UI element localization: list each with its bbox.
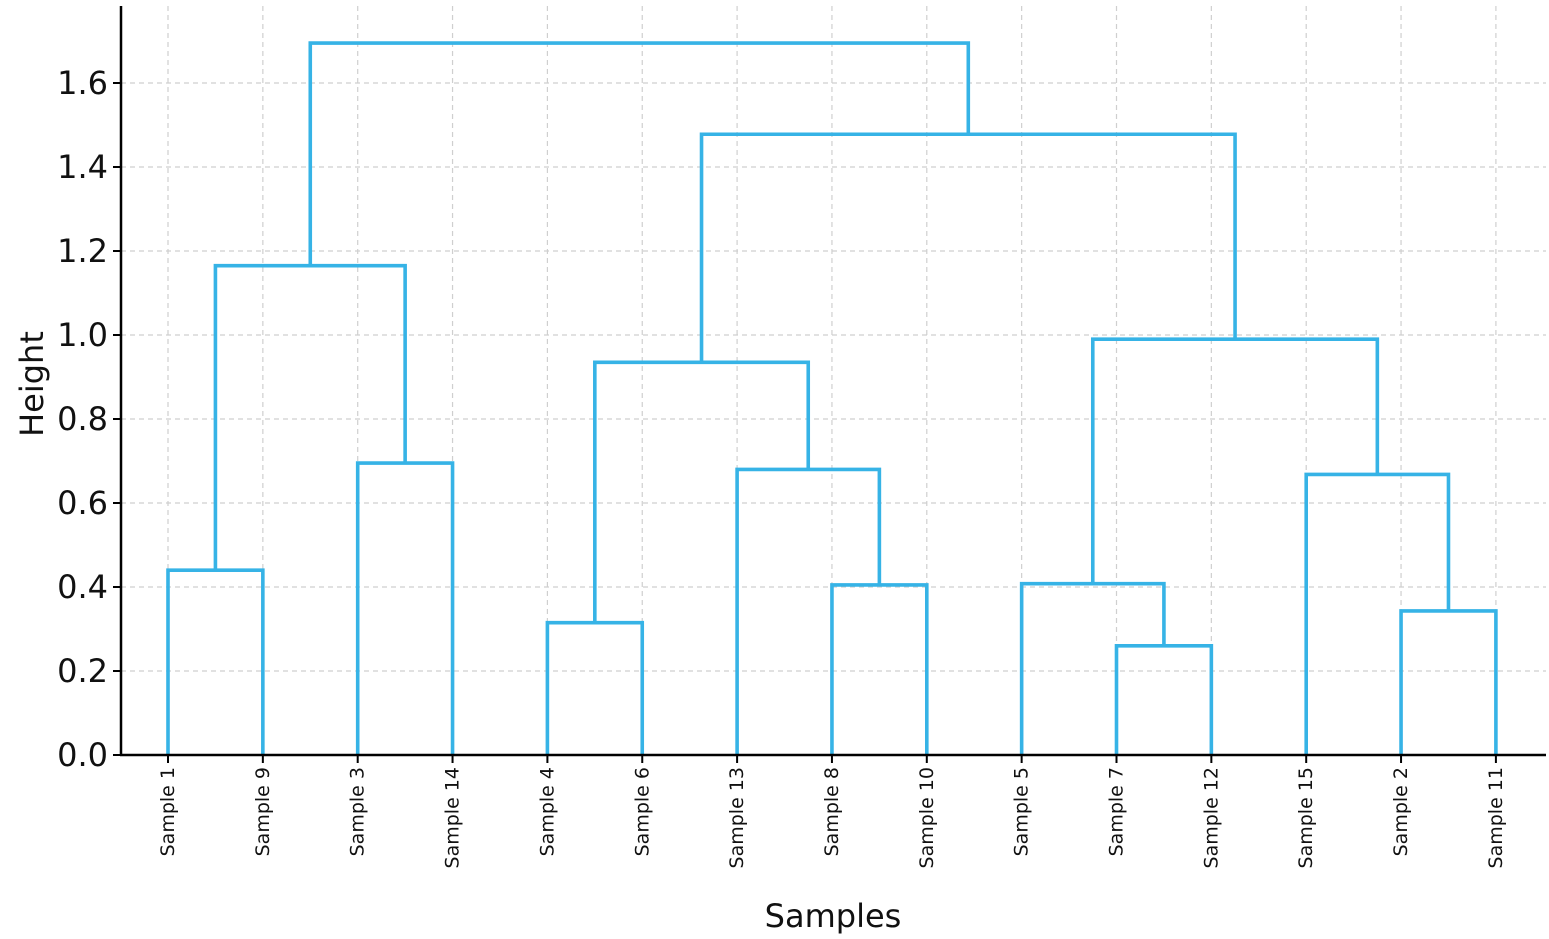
x-tick-label: Sample 6 bbox=[631, 767, 653, 856]
y-tick-label: 0.6 bbox=[57, 484, 108, 522]
dendrogram-link-m6 bbox=[735, 467, 882, 755]
x-tick-label: Sample 11 bbox=[1485, 767, 1507, 868]
dendrogram-link-m7 bbox=[593, 360, 811, 623]
x-tick-label: Sample 10 bbox=[916, 767, 938, 868]
dendrogram-link-m8 bbox=[1114, 644, 1214, 755]
y-axis-ticks: 0.0 0.2 0.4 0.6 0.8 1.0 1.2 1.4 1.6 bbox=[57, 64, 121, 774]
y-tick-label: 0.8 bbox=[57, 400, 108, 438]
y-tick-label: 0.0 bbox=[57, 736, 108, 774]
x-tick-label: Sample 9 bbox=[252, 767, 274, 856]
y-tick-label: 1.0 bbox=[57, 316, 108, 354]
dendrogram-link-m9 bbox=[1019, 581, 1166, 755]
dendrogram-link-m2 bbox=[355, 461, 455, 755]
y-tick-label: 1.6 bbox=[57, 64, 108, 102]
dendrogram-links bbox=[166, 41, 1498, 755]
dendrogram-link-m5 bbox=[830, 583, 929, 755]
dendrogram-link-m10 bbox=[1399, 609, 1498, 755]
x-tick-label: Sample 5 bbox=[1011, 767, 1033, 856]
x-tick-label: Sample 13 bbox=[726, 767, 748, 868]
y-tick-label: 0.2 bbox=[57, 652, 108, 690]
y-axis-title: Height bbox=[13, 331, 51, 437]
dendrogram-link-m11 bbox=[1304, 472, 1451, 755]
dendrogram-link-m14 bbox=[308, 41, 971, 266]
x-tick-label: Sample 7 bbox=[1106, 767, 1128, 856]
y-tick-label: 1.2 bbox=[57, 232, 108, 270]
y-tick-label: 0.4 bbox=[57, 568, 108, 606]
dendrogram-link-m1 bbox=[166, 568, 265, 755]
x-tick-label: Sample 1 bbox=[157, 767, 179, 856]
x-tick-label: Sample 3 bbox=[347, 767, 369, 856]
x-tick-label: Sample 14 bbox=[442, 767, 464, 868]
dendrogram-link-m4 bbox=[545, 620, 645, 755]
y-tick-label: 1.4 bbox=[57, 148, 108, 186]
x-axis-ticks: Sample 1 Sample 9 Sample 3 Sample 14 Sample … bbox=[157, 755, 1507, 868]
dendrogram-link-m12 bbox=[1090, 337, 1380, 584]
x-tick-label: Sample 12 bbox=[1200, 767, 1222, 868]
x-tick-label: Sample 2 bbox=[1390, 767, 1412, 856]
dendrogram-link-m3 bbox=[213, 263, 407, 571]
dendrogram-link-m13 bbox=[699, 132, 1237, 363]
x-axis-title: Samples bbox=[765, 897, 902, 935]
x-tick-label: Sample 8 bbox=[821, 767, 843, 856]
x-tick-label: Sample 15 bbox=[1295, 767, 1317, 868]
x-tick-label: Sample 4 bbox=[536, 767, 558, 856]
